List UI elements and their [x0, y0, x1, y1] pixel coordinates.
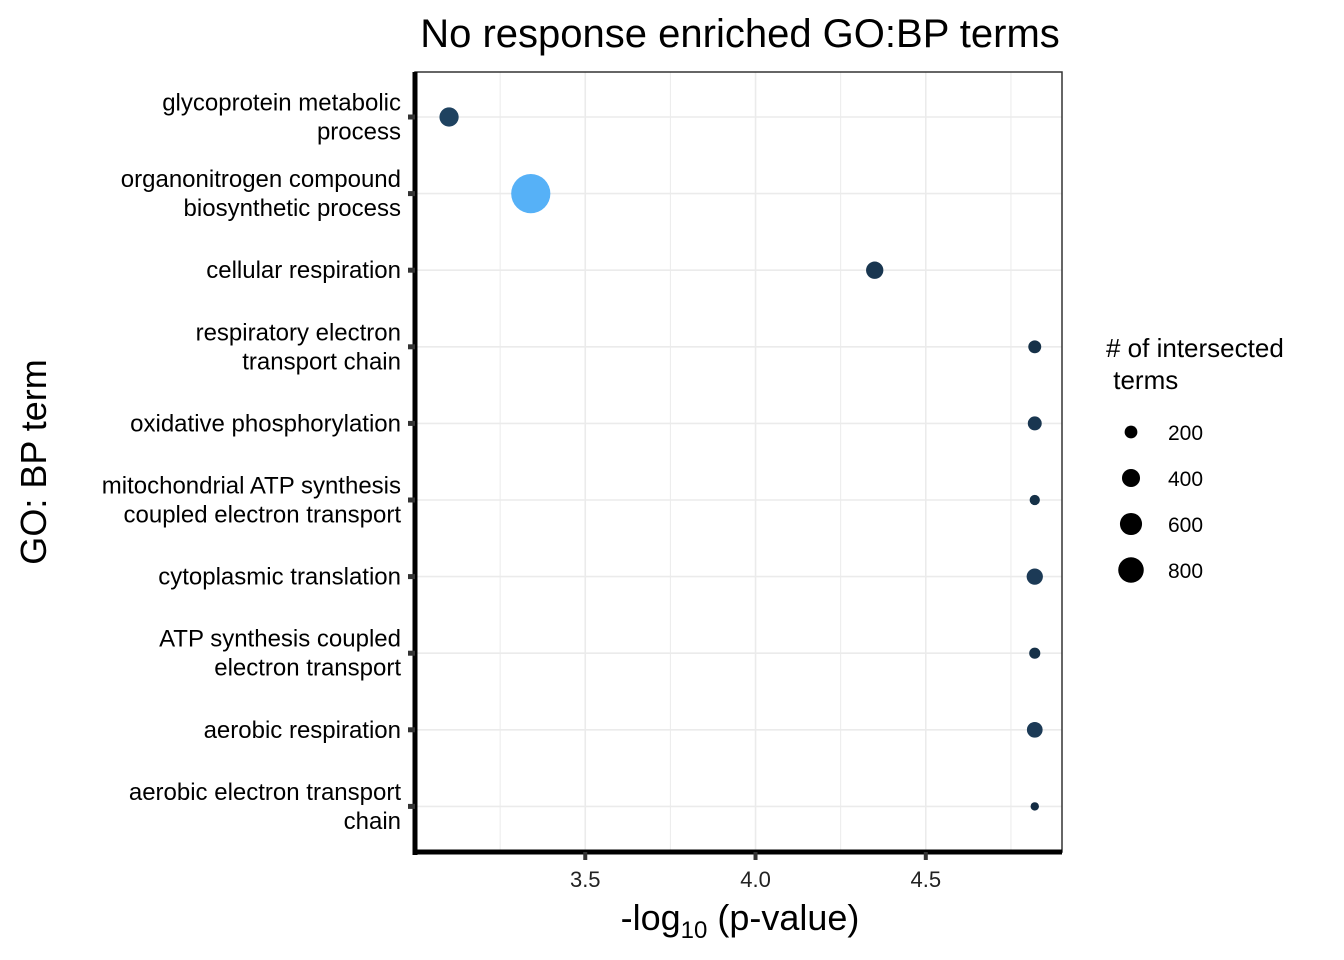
legend-key-circle — [1124, 425, 1138, 439]
y-tick-label-line: organonitrogen compound — [121, 166, 401, 193]
size-legend: # of intersected terms 200 400 600 800 — [1106, 333, 1284, 583]
y-tick-label: glycoprotein metabolic process — [162, 90, 401, 146]
data-point — [511, 174, 551, 214]
y-tick-label-line: mitochondrial ATP synthesis — [102, 473, 401, 500]
legend-key-label: 600 — [1168, 514, 1203, 537]
legend-key-circle — [1118, 557, 1144, 583]
x-tick-label: 4.5 — [910, 867, 941, 892]
legend-title-line2: terms — [1106, 365, 1178, 395]
data-point — [1026, 568, 1043, 585]
y-tick-label-line: cellular respiration — [206, 257, 401, 284]
data-point — [1027, 416, 1042, 431]
legend-key-circle — [1121, 468, 1141, 488]
data-point — [1029, 647, 1041, 659]
grid-lines — [414, 72, 1062, 852]
legend-title-line1: # of intersected — [1106, 333, 1284, 363]
legend-key-circle — [1119, 512, 1143, 536]
y-tick-label: mitochondrial ATP synthesis coupled elect… — [102, 473, 402, 529]
legend-key-label: 400 — [1168, 468, 1203, 491]
y-tick-label: aerobic respiration — [204, 717, 401, 744]
legend-key-label: 200 — [1168, 422, 1203, 445]
y-axis-title: GO: BP term — [13, 359, 54, 564]
y-tick-label: ATP synthesis coupled electron transport — [159, 626, 401, 682]
data-point — [1030, 802, 1039, 811]
chart-title: No response enriched GO:BP terms — [420, 12, 1060, 56]
x-ticks: 3.5 4.0 4.5 — [570, 852, 941, 892]
y-tick-label-line: chain — [344, 808, 401, 835]
data-point — [1029, 494, 1040, 506]
y-tick-label: oxidative phosphorylation — [130, 410, 401, 437]
data-point — [866, 261, 884, 279]
y-tick-label-line: ATP synthesis coupled — [159, 626, 401, 653]
legend-key-label: 800 — [1168, 560, 1203, 583]
y-tick-label-line: oxidative phosphorylation — [130, 410, 401, 437]
data-point — [1026, 721, 1043, 738]
y-tick-label-line: aerobic respiration — [204, 717, 401, 744]
y-tick-label-line: cytoplasmic translation — [158, 564, 401, 591]
y-tick-label-line: glycoprotein metabolic — [162, 90, 401, 117]
y-tick-label-line: biosynthetic process — [184, 195, 401, 222]
legend-keys: 200 400 600 800 — [1118, 422, 1203, 583]
y-tick-label-line: aerobic electron transport — [129, 779, 401, 806]
y-tick-label: cellular respiration — [206, 257, 401, 284]
y-tick-label-line: electron transport — [214, 655, 401, 682]
data-points — [439, 107, 1043, 811]
y-tick-label: respiratory electron transport chain — [196, 319, 401, 375]
y-tick-label-line: process — [317, 119, 401, 146]
x-tick-label: 4.0 — [740, 867, 771, 892]
x-tick-label: 3.5 — [570, 867, 601, 892]
y-tick-label-line: transport chain — [242, 348, 401, 375]
y-tick-label: aerobic electron transport chain — [129, 779, 401, 835]
y-ticks: glycoprotein metabolic process organonitro… — [102, 90, 415, 835]
x-axis-title-suffix: (p-value) — [707, 897, 859, 938]
y-tick-label: organonitrogen compound biosynthetic proc… — [121, 166, 401, 222]
x-axis-title-prefix: -log — [621, 897, 681, 938]
x-axis-title: -log10 (p-value) — [621, 897, 860, 944]
data-point — [439, 107, 459, 127]
x-axis-title-subscript: 10 — [681, 917, 708, 944]
y-tick-label-line: coupled electron transport — [124, 502, 402, 529]
y-tick-label: cytoplasmic translation — [158, 564, 401, 591]
data-point — [1028, 340, 1042, 354]
y-tick-label-line: respiratory electron — [196, 319, 401, 346]
